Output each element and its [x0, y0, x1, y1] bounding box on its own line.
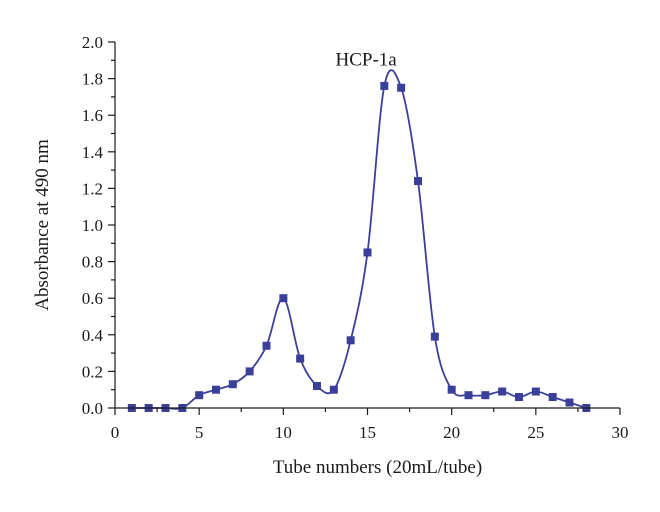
data-point-marker: [228, 380, 237, 389]
x-tick-label: 25: [527, 423, 544, 442]
y-axis-ticks: 0.0 0.2 0.4 0.6 0.8 1.0 1.2 1.4 1.6 1.8 2.0: [82, 33, 115, 418]
peak-annotation: HCP-1a: [335, 49, 397, 70]
chart-annotations: HCP-1a: [335, 49, 397, 70]
x-tick-label: 0: [111, 423, 120, 442]
data-point-marker: [380, 81, 389, 90]
data-point-marker: [531, 387, 540, 396]
data-point-marker: [329, 385, 338, 394]
data-point-marker: [245, 367, 254, 376]
y-tick-label: 0.0: [82, 399, 103, 418]
data-point-marker: [414, 177, 422, 186]
y-tick-label: 1.8: [82, 70, 103, 89]
y-tick-label: 0.8: [82, 253, 103, 272]
data-point-marker: [262, 341, 271, 350]
data-point-marker: [464, 391, 473, 400]
x-tick-label: 10: [275, 423, 292, 442]
y-tick-label: 1.2: [82, 179, 103, 198]
y-tick-label: 1.0: [82, 216, 103, 235]
y-tick-label: 1.6: [82, 106, 103, 125]
x-tick-label: 30: [612, 423, 629, 442]
x-tick-label: 20: [443, 423, 460, 442]
series-line: [131, 69, 587, 410]
y-tick-label: 0.4: [82, 326, 104, 345]
data-point-marker: [515, 393, 523, 402]
data-point-marker: [346, 336, 355, 345]
y-tick-label: 0.2: [82, 362, 103, 381]
x-tick-label: 5: [195, 423, 204, 442]
data-point-marker: [212, 385, 220, 394]
x-tick-label: 15: [359, 423, 376, 442]
data-point-marker: [279, 294, 288, 303]
y-axis-title: Absorbance at 490 nm: [32, 139, 53, 311]
y-tick-label: 0.6: [82, 289, 103, 308]
data-point-marker: [430, 332, 439, 341]
data-point-marker: [313, 382, 321, 391]
data-point-marker: [498, 387, 507, 396]
data-point-marker: [296, 354, 305, 363]
series-markers: [127, 81, 591, 412]
data-point-marker: [565, 398, 574, 407]
data-point-marker: [447, 385, 456, 394]
x-axis-title: Tube numbers (20mL/tube): [273, 457, 482, 478]
data-point-marker: [481, 391, 490, 400]
data-point-marker: [363, 248, 372, 257]
y-tick-label: 1.4: [82, 143, 104, 162]
y-tick-label: 2.0: [82, 33, 103, 52]
x-axis-ticks: 0 5 10 15 20 25 30: [111, 408, 629, 442]
data-point-marker: [397, 83, 406, 92]
data-point-marker: [548, 393, 557, 402]
data-point-marker: [195, 391, 204, 400]
